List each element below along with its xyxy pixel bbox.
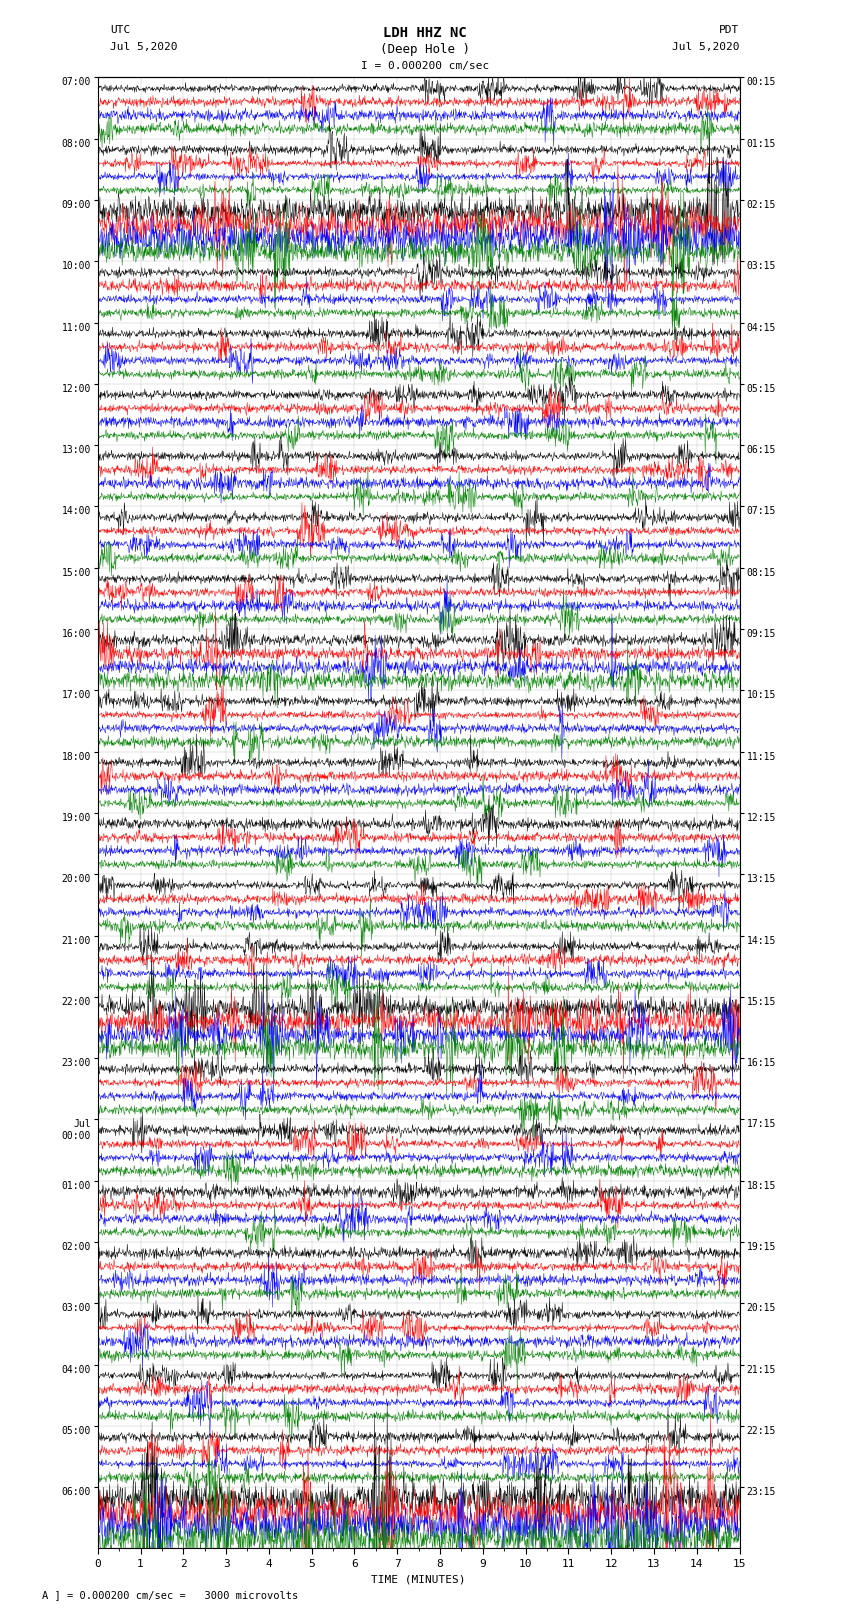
Text: UTC: UTC (110, 26, 131, 35)
Text: LDH HHZ NC: LDH HHZ NC (383, 26, 467, 40)
Text: I = 0.000200 cm/sec: I = 0.000200 cm/sec (361, 61, 489, 71)
Text: A ] = 0.000200 cm/sec =   3000 microvolts: A ] = 0.000200 cm/sec = 3000 microvolts (42, 1590, 298, 1600)
X-axis label: TIME (MINUTES): TIME (MINUTES) (371, 1574, 466, 1584)
Text: (Deep Hole ): (Deep Hole ) (380, 44, 470, 56)
Text: Jul 5,2020: Jul 5,2020 (110, 42, 178, 52)
Text: Jul 5,2020: Jul 5,2020 (672, 42, 740, 52)
Text: PDT: PDT (719, 26, 740, 35)
